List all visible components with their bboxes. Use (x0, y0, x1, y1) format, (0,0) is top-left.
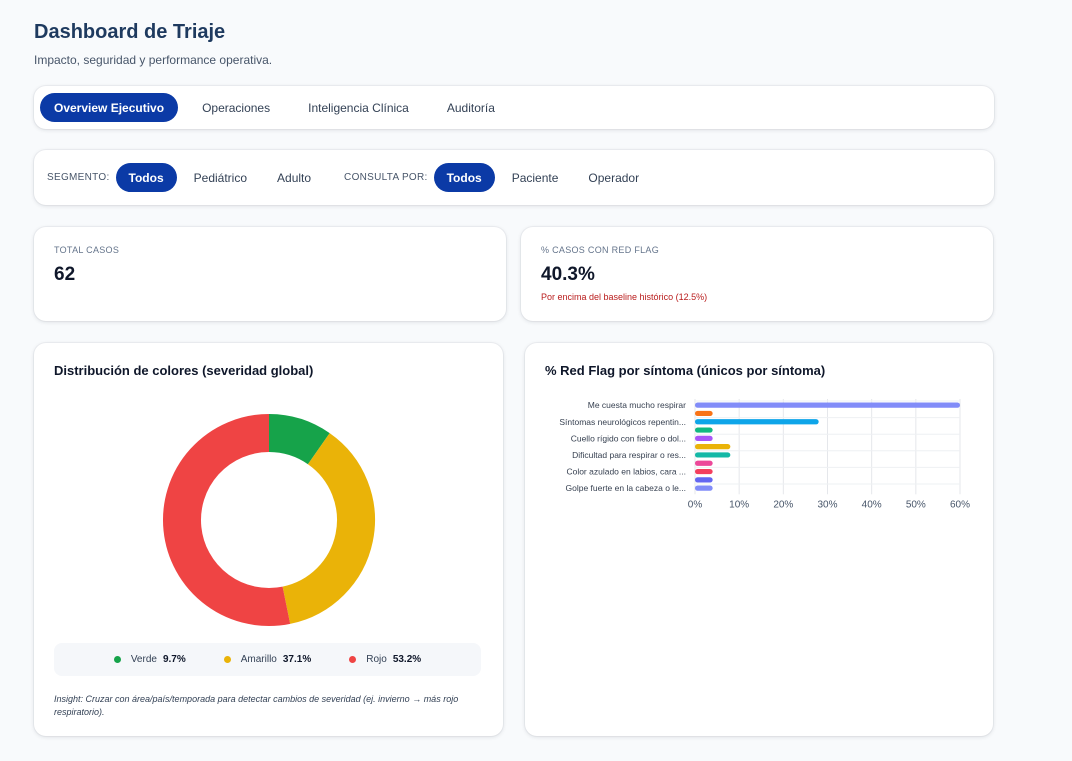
legend-pct-rojo: 53.2% (392, 654, 422, 665)
category-label: Dificultad para respirar o res... (572, 450, 686, 460)
segmento-adulto-button[interactable]: Adulto (277, 170, 312, 185)
legend-label-amarillo: Amarillo (240, 654, 277, 665)
bar-9 (695, 477, 713, 483)
donut-legend: Verde 9.7% Amarillo 37.1% Rojo 53.2% (54, 643, 481, 676)
bar-6 (695, 452, 731, 458)
donut-chart (163, 414, 375, 626)
x-tick-label: 60% (950, 499, 970, 510)
x-tick-label: 40% (862, 499, 882, 510)
bar-0 (695, 402, 960, 408)
legend-dot-amarillo (223, 656, 231, 663)
segmento-label: SEGMENTO: (47, 172, 110, 183)
kpi-red-flag: % CASOS CON RED FLAG 40.3% Por encima de… (521, 227, 993, 321)
legend-item-amarillo: Amarillo 37.1% (223, 654, 312, 665)
legend-pct-amarillo: 37.1% (282, 654, 312, 665)
kpi-total-value: 62 (54, 264, 76, 285)
legend-pct-verde: 9.7% (162, 654, 186, 665)
bar-8 (695, 468, 713, 475)
bar-1 (695, 410, 713, 417)
page-title: Dashboard de Triaje (34, 21, 226, 43)
legend-item-verde: Verde 9.7% (113, 654, 186, 665)
legend-dot-verde (113, 656, 121, 663)
kpi-total-casos: TOTAL CASOS 62 (34, 227, 506, 321)
segmento-todos-button[interactable]: Todos (115, 163, 177, 192)
bar-2 (695, 419, 819, 425)
tab-auditoria[interactable]: Auditoría (446, 100, 495, 115)
kpi-red-flag-note: Por encima del baseline histórico (12.5%… (541, 292, 708, 302)
x-tick-label: 20% (773, 499, 793, 510)
category-label: Golpe fuerte en la cabeza o le... (566, 483, 687, 493)
legend-dot-rojo (349, 656, 357, 663)
category-label: Cuello rígido con fiebre o dol... (571, 433, 686, 443)
kpi-red-flag-value: 40.3% (541, 264, 595, 285)
bar-10 (695, 485, 713, 491)
legend-item-rojo: Rojo 53.2% (349, 654, 421, 665)
consulta-label: CONSULTA POR: (344, 172, 428, 183)
tab-operaciones[interactable]: Operaciones (202, 100, 271, 115)
legend-label-verde: Verde (130, 654, 157, 665)
category-label: Me cuesta mucho respirar (588, 400, 686, 410)
consulta-paciente-button[interactable]: Paciente (511, 170, 559, 185)
donut-slice-amarillo (281, 433, 375, 624)
tab-inteligencia-clinica[interactable]: Inteligencia Clínica (308, 100, 409, 115)
bar-panel-title: % Red Flag por síntoma (únicos por sínto… (545, 363, 826, 378)
x-tick-label: 50% (906, 499, 926, 510)
bar-4 (695, 435, 713, 441)
donut-panel-title: Distribución de colores (severidad globa… (54, 363, 314, 378)
page-subtitle: Impacto, seguridad y performance operati… (34, 53, 273, 67)
x-tick-label: 10% (729, 499, 749, 510)
consulta-todos-button[interactable]: Todos (433, 163, 495, 192)
kpi-red-flag-label: % CASOS CON RED FLAG (541, 245, 660, 255)
insight-text: Insight: Cruzar con área/país/temporada … (54, 694, 459, 717)
x-tick-label: 30% (817, 499, 837, 510)
x-tick-label: 0% (688, 499, 703, 510)
bar-5 (695, 444, 731, 450)
tab-overview-ejecutivo[interactable]: Overview Ejecutivo (40, 93, 179, 122)
bar-7 (695, 460, 713, 466)
kpi-total-label: TOTAL CASOS (54, 245, 120, 255)
bar-3 (695, 427, 713, 433)
donut-slice-verde (268, 414, 330, 465)
consulta-operador-button[interactable]: Operador (588, 170, 640, 185)
bar-chart: 0% 10% 20% 30% 40% 50% 60% Me cuesta mucho resp… (559, 399, 970, 510)
category-label: Síntomas neurológicos repentin... (559, 417, 686, 427)
tab-bar: Overview Ejecutivo Operaciones Inteligen… (34, 86, 994, 129)
filter-bar: SEGMENTO: Todos Pediátrico Adulto CONSUL… (34, 150, 994, 205)
donut-slice-rojo (163, 414, 291, 626)
segmento-pediatrico-button[interactable]: Pediátrico (193, 170, 248, 185)
donut-panel: Distribución de colores (severidad globa… (34, 343, 503, 736)
category-label: Color azulado en labios, cara ... (566, 467, 686, 477)
bar-panel: % Red Flag por síntoma (únicos por sínto… (525, 343, 993, 736)
legend-label-rojo: Rojo (366, 654, 387, 665)
